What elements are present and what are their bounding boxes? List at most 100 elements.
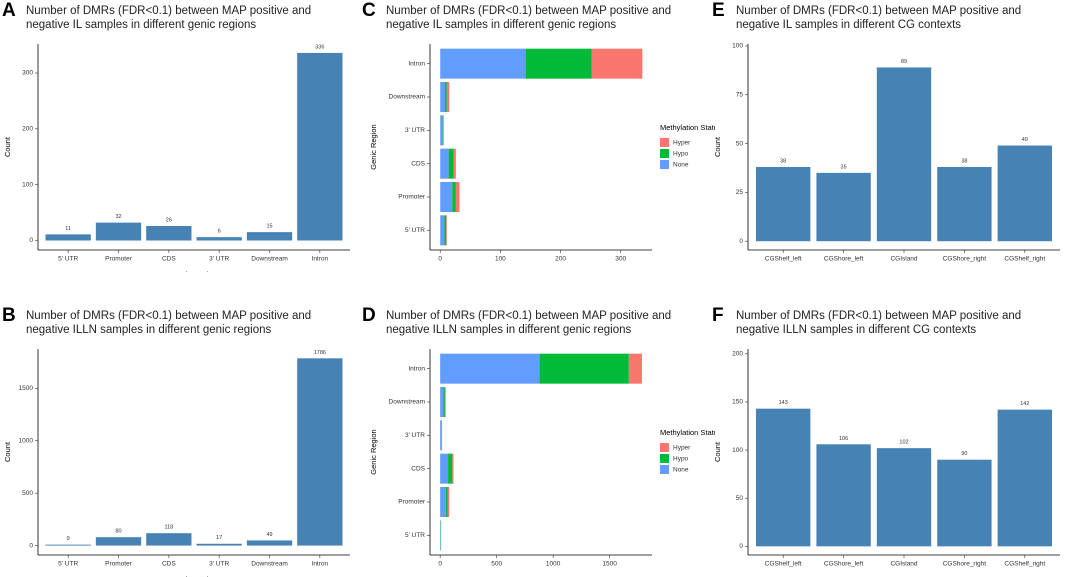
- chart-title: Number of DMRs (FDR<0.1) between MAP pos…: [386, 5, 672, 31]
- chart-title: Number of DMRs (FDR<0.1) between MAP pos…: [736, 310, 1022, 336]
- bar-segment: [448, 148, 454, 179]
- chart: Count Genic Region 0 500 1000 1500 5' UTR Promo…: [369, 349, 715, 577]
- x-tick-label: 1000: [546, 561, 561, 568]
- bar: [246, 232, 293, 241]
- x-tick-label: CGShore_right: [943, 561, 987, 568]
- y-tick-label: 0: [739, 543, 743, 550]
- legend-label: None: [673, 162, 689, 169]
- value-label: 49: [1022, 137, 1028, 143]
- bar: [196, 543, 242, 546]
- bar-segment: [444, 387, 446, 417]
- legend-title: Methylation Status: [660, 428, 715, 437]
- x-axis-label: Count: [531, 270, 552, 272]
- bar: [756, 408, 811, 547]
- bar-segment: [440, 520, 441, 551]
- y-tick-label: 1500: [19, 385, 34, 392]
- chart-title: Number of DMRs (FDR<0.1) between MAP pos…: [26, 5, 312, 31]
- y-tick-label: 100: [732, 43, 743, 50]
- x-axis-label: CG Context: [884, 575, 924, 577]
- x-tick-label: CGShelf_left: [765, 561, 802, 568]
- value-label: 17: [216, 535, 222, 541]
- x-tick-label: Downstream: [251, 561, 287, 568]
- value-label: 106: [839, 436, 848, 442]
- y-tick-label: 300: [22, 70, 33, 77]
- bar-segment: [445, 487, 448, 517]
- y-axis-label: Count: [3, 136, 12, 157]
- y-tick-label: 500: [22, 490, 33, 497]
- y-tick-label: Intron: [408, 60, 425, 67]
- legend-swatch: [660, 149, 669, 158]
- y-tick-label: Promoter: [398, 499, 426, 506]
- bar-segment: [455, 182, 460, 212]
- value-label: 336: [315, 44, 324, 50]
- bar: [816, 444, 871, 547]
- bar: [997, 145, 1052, 242]
- panel: CG Context Count 0 50 100 150 200 143 CGShelf_le…: [710, 305, 1065, 577]
- y-tick-label: 25: [736, 189, 744, 196]
- x-tick-label: 3' UTR: [209, 256, 229, 263]
- value-label: 118: [164, 525, 173, 531]
- value-label: 9: [67, 536, 70, 542]
- x-tick-label: 3' UTR: [209, 561, 229, 568]
- bar-segment: [442, 115, 444, 146]
- y-axis-label: Genic Region: [369, 124, 378, 169]
- y-axis-label: Count: [713, 441, 722, 462]
- x-tick-label: CGShelf_left: [765, 256, 802, 263]
- bar-segment: [440, 487, 446, 517]
- legend-title: Methylation Status: [660, 123, 715, 132]
- y-tick-label: 5' UTR: [405, 532, 425, 539]
- bar: [937, 459, 992, 547]
- x-tick-label: CGIsland: [890, 561, 917, 568]
- panel: Genic Region Count 0 100 200 300 11 5' UTR 32 Pro…: [0, 0, 355, 272]
- x-tick-label: 0: [438, 256, 442, 263]
- bar-segment: [440, 148, 449, 179]
- bar-segment: [440, 387, 444, 417]
- y-tick-label: 0: [739, 238, 743, 245]
- x-tick-label: 5' UTR: [58, 561, 78, 568]
- value-label: 142: [1020, 401, 1029, 407]
- bar: [45, 234, 91, 241]
- y-tick-label: CDS: [411, 465, 425, 472]
- value-label: 143: [779, 400, 788, 406]
- legend-label: Hyper: [673, 140, 691, 147]
- bar-segment: [440, 215, 445, 246]
- y-tick-label: 50: [736, 140, 744, 147]
- bar-segment: [452, 453, 454, 484]
- x-tick-label: Promoter: [105, 561, 133, 568]
- x-tick-label: CDS: [162, 256, 176, 263]
- legend-label: Hyper: [673, 445, 691, 452]
- x-tick-label: CGShore_right: [943, 256, 987, 263]
- x-axis-label: Count: [531, 575, 552, 577]
- bar-segment: [440, 453, 449, 484]
- value-label: 35: [841, 164, 847, 170]
- bar-segment: [525, 48, 592, 79]
- value-label: 90: [961, 451, 967, 457]
- x-tick-label: 300: [615, 256, 626, 263]
- y-tick-label: 5' UTR: [405, 227, 425, 234]
- bar-segment: [440, 115, 443, 146]
- value-label: 15: [266, 224, 272, 230]
- value-label: 80: [115, 529, 121, 535]
- bar-segment: [539, 353, 629, 384]
- bar: [146, 225, 192, 241]
- x-tick-label: CGShelf_right: [1004, 256, 1045, 263]
- bar-segment: [441, 420, 442, 451]
- y-axis-label: Genic Region: [369, 429, 378, 474]
- chart-title: Number of DMRs (FDR<0.1) between MAP pos…: [26, 310, 312, 336]
- bar-segment: [445, 82, 447, 112]
- panel: Genic Region Count 0 500 1000 1500 9 5' UTR 80 Pr…: [0, 305, 355, 577]
- y-tick-label: Promoter: [398, 194, 426, 201]
- bar: [816, 172, 871, 242]
- bar: [937, 167, 992, 242]
- bar-segment: [453, 148, 456, 179]
- y-tick-label: 150: [732, 399, 743, 406]
- x-tick-label: Intron: [312, 256, 329, 263]
- legend-label: Hypo: [673, 151, 689, 158]
- value-label: 6: [218, 229, 221, 235]
- y-tick-label: 3' UTR: [405, 432, 425, 439]
- panel-letter: A: [2, 0, 16, 21]
- y-tick-label: 100: [22, 181, 33, 188]
- value-label: 1786: [314, 350, 326, 356]
- bar: [146, 533, 192, 546]
